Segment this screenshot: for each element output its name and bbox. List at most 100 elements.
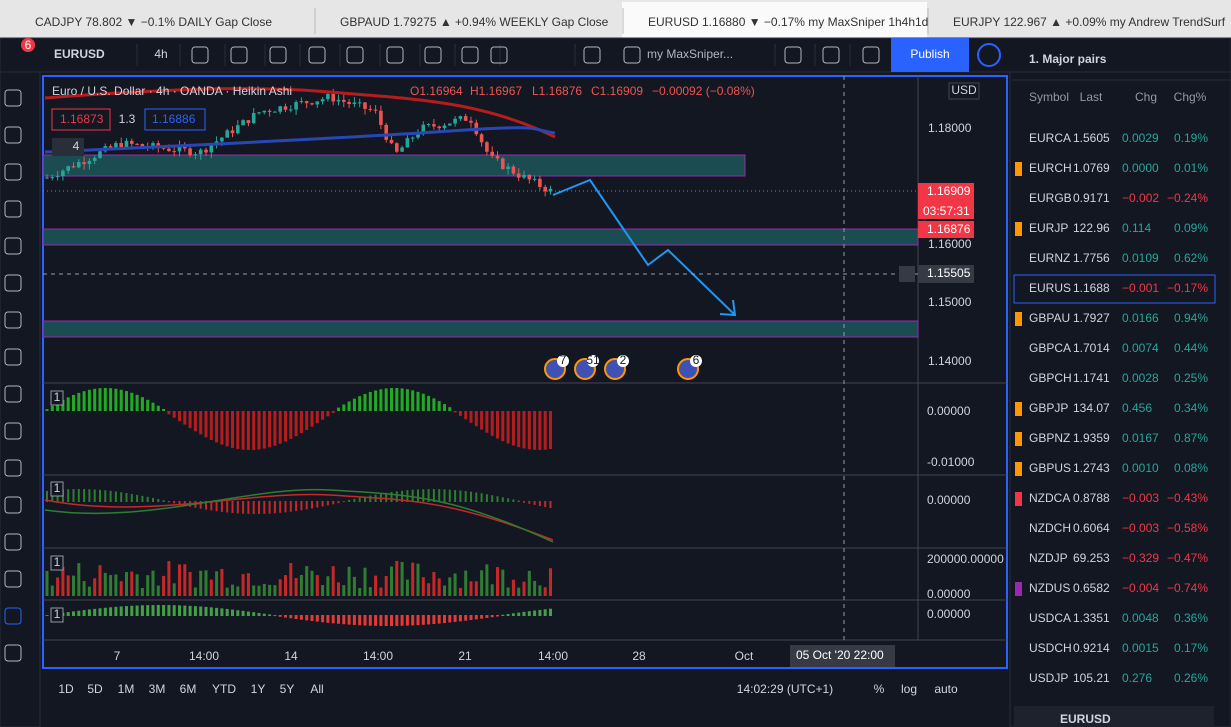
range-button[interactable]: YTD <box>212 682 236 696</box>
tab-title[interactable]: GBPAUD 1.79275 ▲ +0.94% WEEKLY Gap Close <box>340 15 609 29</box>
tool-icon[interactable] <box>4 348 22 366</box>
tool-icon[interactable] <box>4 422 22 440</box>
row-symbol[interactable]: GBPUS <box>1029 461 1071 475</box>
row-symbol[interactable]: GBPJP <box>1029 401 1068 415</box>
row-symbol[interactable]: EURUS <box>1029 281 1071 295</box>
volume-bar <box>305 566 309 596</box>
tool-icon[interactable] <box>4 607 22 625</box>
volume-bar <box>549 568 552 596</box>
row-symbol[interactable]: GBPCH <box>1029 371 1072 385</box>
candle-body <box>532 178 537 180</box>
range-button[interactable]: All <box>310 682 323 696</box>
price-tick: 1.16000 <box>928 237 972 251</box>
row-symbol[interactable]: EURJP <box>1029 221 1068 235</box>
range-button[interactable]: 5D <box>87 682 103 696</box>
volume-bar <box>130 571 134 596</box>
toolbar-icon[interactable] <box>583 46 601 64</box>
row-symbol[interactable]: GBPNZ <box>1029 431 1070 445</box>
macd-bar <box>422 489 425 502</box>
indicator-toggle[interactable] <box>52 138 84 156</box>
histogram-bar <box>140 397 144 411</box>
range-button[interactable]: 6M <box>180 682 197 696</box>
tool-icon[interactable] <box>4 163 22 181</box>
toolbar-icon[interactable] <box>230 46 248 64</box>
range-button[interactable]: 5Y <box>280 682 295 696</box>
tool-icon[interactable] <box>4 200 22 218</box>
column-header[interactable]: Chg <box>1135 90 1157 104</box>
row-symbol[interactable]: NZDUS <box>1029 581 1070 595</box>
row-change: 0.0000 <box>1122 161 1159 175</box>
toolbar-icon[interactable] <box>346 46 364 64</box>
tab-title[interactable]: EURJPY 122.967 ▲ +0.09% my Andrew TrendS… <box>953 15 1226 29</box>
histogram-bar <box>119 389 123 411</box>
tab-title[interactable]: CADJPY 78.802 ▼ −0.1% DAILY Gap Close <box>35 15 272 29</box>
tool-icon[interactable] <box>4 570 22 588</box>
tool-icon[interactable] <box>4 459 22 477</box>
row-symbol[interactable]: EURCH <box>1029 161 1072 175</box>
scale-option[interactable]: log <box>901 682 917 696</box>
row-symbol[interactable]: GBPCA <box>1029 341 1071 355</box>
column-header[interactable]: Last <box>1080 90 1103 104</box>
layout-name[interactable]: my MaxSniper... <box>647 47 733 61</box>
macd-bar <box>480 493 483 502</box>
candle-body <box>241 120 245 126</box>
row-symbol[interactable]: EURNZ <box>1029 251 1070 265</box>
candle-body <box>357 102 362 104</box>
tool-icon[interactable] <box>4 126 22 144</box>
publish-button[interactable] <box>891 38 969 72</box>
tool-icon[interactable] <box>4 311 22 329</box>
event-count: 51 <box>586 353 600 367</box>
toolbar-icon[interactable] <box>862 46 880 64</box>
tool-icon[interactable] <box>4 385 22 403</box>
row-symbol[interactable]: NZDCA <box>1029 491 1070 505</box>
range-button[interactable]: 1Y <box>251 682 266 696</box>
row-symbol[interactable]: USDJP <box>1029 671 1068 685</box>
tool-icon[interactable] <box>4 533 22 551</box>
tool-icon[interactable] <box>4 237 22 255</box>
tool-icon[interactable] <box>4 274 22 292</box>
symbol-name[interactable]: EURUSD <box>54 47 105 61</box>
toolbar-icon[interactable] <box>308 46 326 64</box>
macd-bar <box>178 501 181 505</box>
pane-label: 1 <box>54 607 61 621</box>
trend-bar <box>284 615 287 618</box>
volume-bar <box>543 587 547 596</box>
row-change: −0.003 <box>1122 491 1159 505</box>
range-button[interactable]: 1M <box>118 682 135 696</box>
scale-option[interactable]: % <box>874 682 885 696</box>
tool-icon[interactable] <box>4 89 22 107</box>
row-symbol[interactable]: USDCH <box>1029 641 1072 655</box>
replay-button[interactable] <box>977 43 1001 67</box>
toolbar-icon[interactable] <box>424 46 442 64</box>
row-symbol[interactable]: EURGB <box>1029 191 1072 205</box>
toolbar-icon[interactable] <box>191 46 209 64</box>
trend-bar <box>241 610 245 616</box>
row-symbol[interactable]: USDCA <box>1029 611 1071 625</box>
column-header[interactable]: Chg% <box>1174 90 1207 104</box>
toolbar-icon[interactable] <box>490 46 508 64</box>
column-header[interactable]: Symbol <box>1029 90 1069 104</box>
watchlist-title[interactable]: 1. Major pairs <box>1029 52 1107 66</box>
tab-title[interactable]: EURUSD 1.16880 ▼ −0.17% my MaxSniper 1h4… <box>648 15 928 29</box>
toolbar-icon[interactable] <box>784 46 802 64</box>
row-symbol[interactable]: NZDCH <box>1029 521 1071 535</box>
row-symbol[interactable]: EURCA <box>1029 131 1071 145</box>
volume-bar <box>151 570 155 596</box>
trend-bar <box>183 605 187 616</box>
scale-option[interactable]: auto <box>934 682 958 696</box>
range-button[interactable]: 1D <box>58 682 74 696</box>
trend-bar <box>522 611 526 616</box>
row-symbol[interactable]: GBPAU <box>1029 311 1070 325</box>
tool-icon[interactable] <box>4 496 22 514</box>
interval[interactable]: 4h <box>154 47 167 61</box>
toolbar-icon[interactable] <box>623 46 641 64</box>
toolbar-icon[interactable] <box>461 46 479 64</box>
toolbar-icon[interactable] <box>386 46 404 64</box>
toolbar-icon[interactable] <box>822 46 840 64</box>
tool-icon[interactable] <box>4 644 22 662</box>
range-button[interactable]: 3M <box>149 682 166 696</box>
trend-bar <box>384 615 388 626</box>
row-symbol[interactable]: NZDJP <box>1029 551 1068 565</box>
toolbar-icon[interactable] <box>269 46 287 64</box>
publish-label[interactable]: Publish <box>910 47 949 61</box>
